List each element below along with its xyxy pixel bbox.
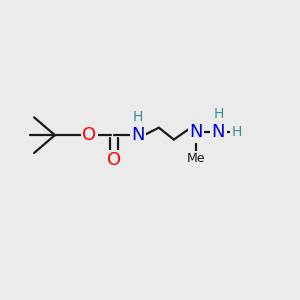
Text: H: H	[133, 110, 143, 124]
Text: H: H	[213, 107, 224, 121]
Text: Me: Me	[187, 152, 205, 165]
Text: N: N	[189, 123, 203, 141]
Text: N: N	[131, 126, 145, 144]
Text: O: O	[82, 126, 96, 144]
Text: O: O	[107, 152, 121, 169]
Text: H: H	[232, 125, 242, 139]
Text: N: N	[212, 123, 225, 141]
